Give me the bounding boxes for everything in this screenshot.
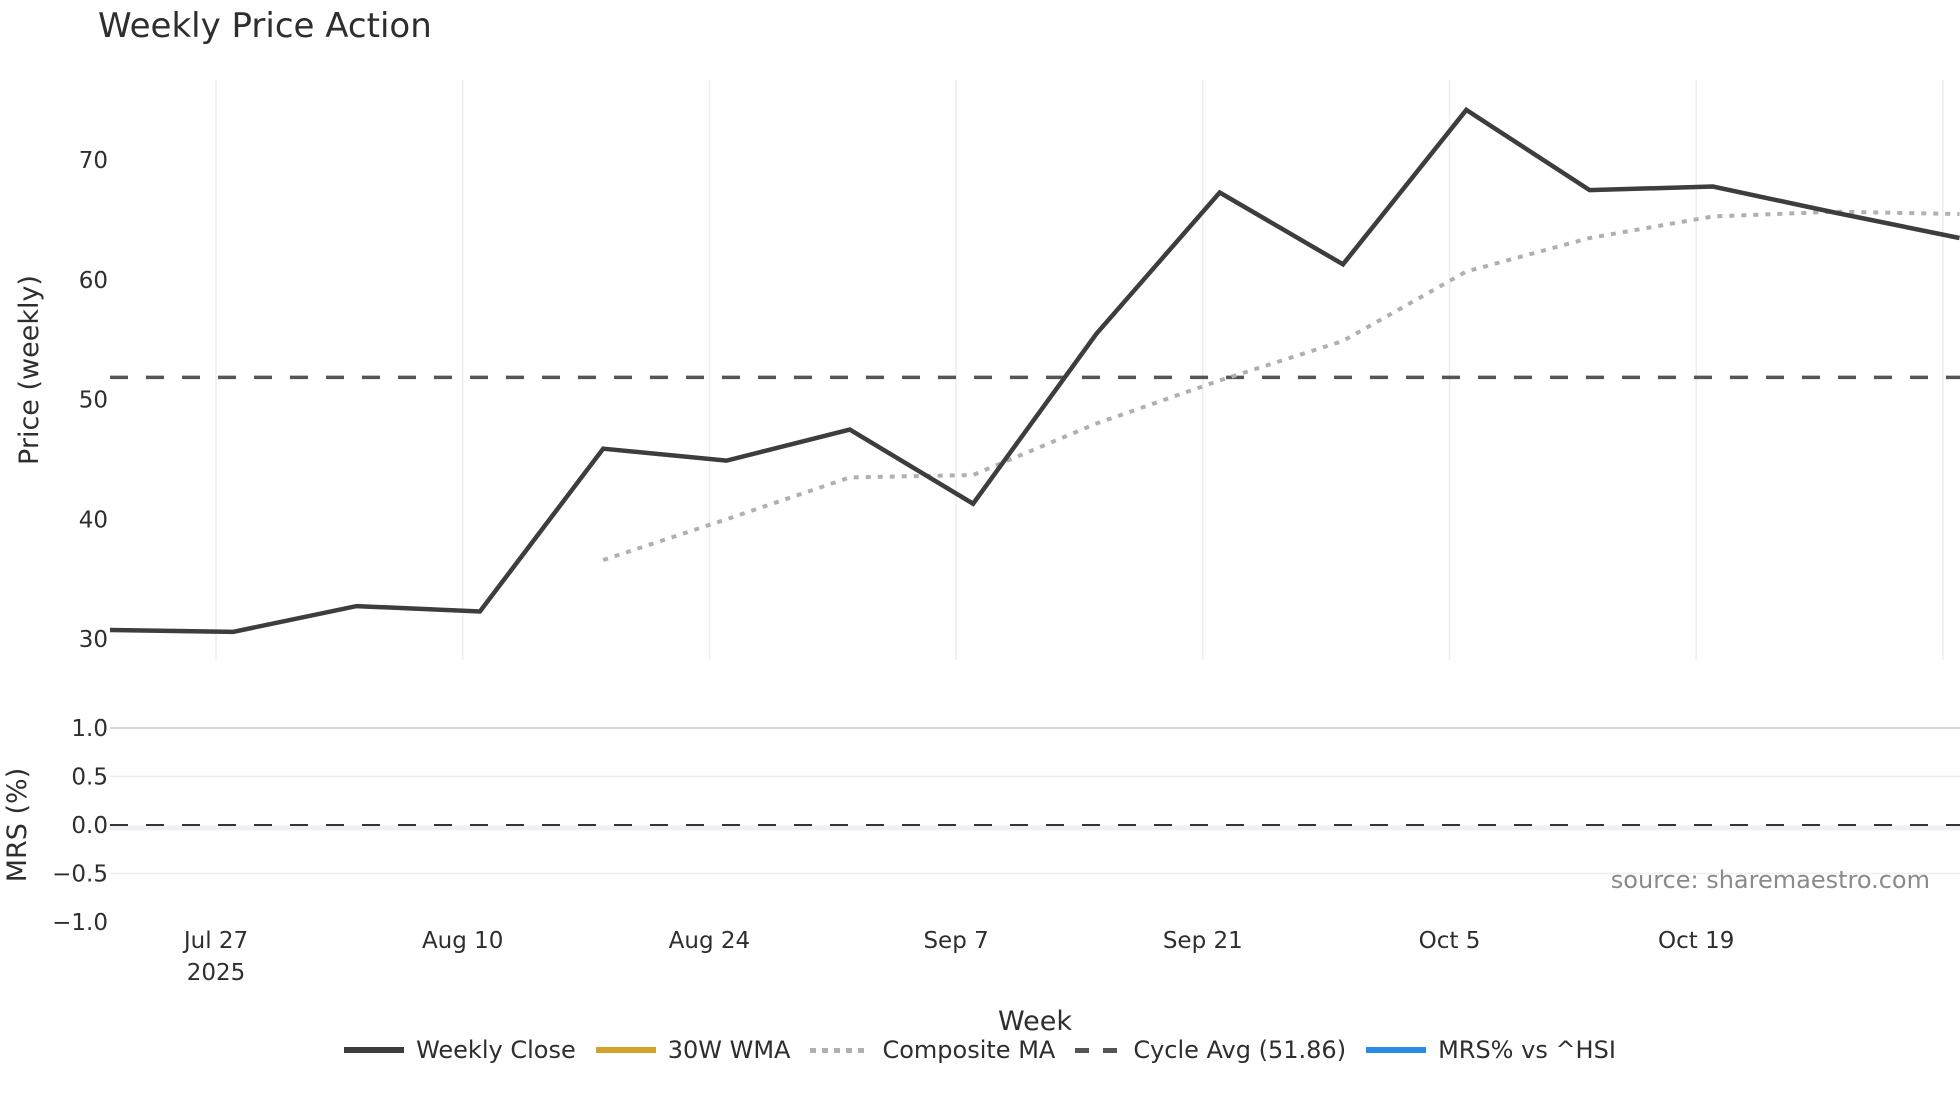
- y-axis-title: Price (weekly): [14, 275, 45, 465]
- composite-ma-line: [602, 209, 1960, 562]
- legend-label: Cycle Avg (51.86): [1133, 1036, 1347, 1064]
- y-tick-label: 70: [79, 148, 108, 174]
- x-tick-label: Aug 10: [422, 928, 504, 954]
- source-watermark: source: sharemaestro.com: [1610, 866, 1930, 894]
- legend-item-weekly-close[interactable]: Weekly Close: [344, 1036, 576, 1064]
- legend-label: 30W WMA: [667, 1036, 791, 1064]
- x-tick-label: Oct 19: [1658, 928, 1734, 954]
- legend-label: MRS% vs ^HSI: [1438, 1036, 1616, 1064]
- weekly-close-line: [109, 106, 1960, 635]
- dashed-line-icon: [1075, 1047, 1122, 1053]
- y-tick-label: 50: [79, 388, 108, 414]
- legend: Weekly Close 30W WMA Composite MA Cycle …: [0, 1036, 1960, 1064]
- mrs-y-tick-label: 0.5: [71, 765, 108, 791]
- x-tick-year: 2025: [187, 960, 246, 986]
- legend-item-mrs[interactable]: MRS% vs ^HSI: [1366, 1036, 1616, 1064]
- y-tick-label: 40: [79, 507, 108, 533]
- x-axis-title: Week: [998, 1006, 1072, 1037]
- solid-line-icon: [1366, 1047, 1427, 1053]
- y-tick-label: 60: [79, 268, 108, 294]
- mrs-y-tick-label: 1.0: [71, 716, 108, 742]
- legend-item-composite-ma[interactable]: Composite MA: [810, 1036, 1055, 1064]
- legend-item-30w-wma[interactable]: 30W WMA: [595, 1036, 791, 1064]
- chart-title: Weekly Price Action: [98, 6, 432, 46]
- x-tick-label: Jul 27: [182, 928, 248, 954]
- mrs-y-tick-label: −0.5: [52, 862, 108, 888]
- solid-line-icon: [595, 1047, 656, 1053]
- x-tick-label: Sep 7: [923, 928, 988, 954]
- mrs-y-axis-title: MRS (%): [2, 768, 33, 883]
- mrs-y-tick-label: 0.0: [71, 813, 108, 839]
- solid-line-icon: [344, 1047, 405, 1053]
- x-tick-label: Oct 5: [1419, 928, 1481, 954]
- mrs-y-tick-label: −1.0: [52, 910, 108, 936]
- legend-label: Weekly Close: [416, 1036, 576, 1064]
- x-tick-label: Aug 24: [669, 928, 751, 954]
- x-tick-label: Sep 21: [1163, 928, 1243, 954]
- legend-item-cycle-avg[interactable]: Cycle Avg (51.86): [1075, 1036, 1346, 1064]
- dotted-line-icon: [810, 1047, 871, 1053]
- y-tick-label: 30: [79, 627, 108, 653]
- legend-label: Composite MA: [882, 1036, 1056, 1064]
